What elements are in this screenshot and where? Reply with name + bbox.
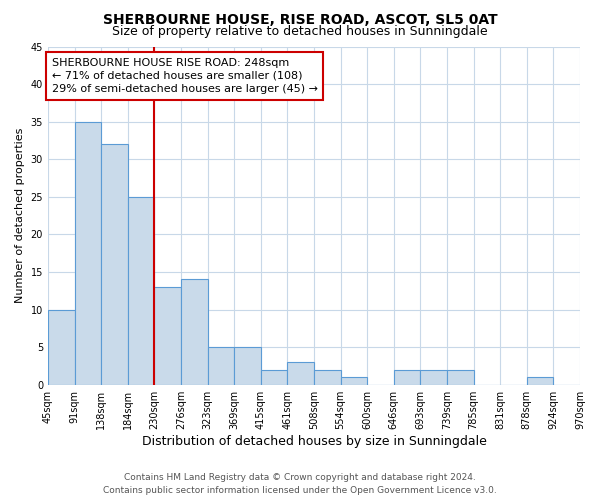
Bar: [314, 370, 341, 384]
Text: Size of property relative to detached houses in Sunningdale: Size of property relative to detached ho…: [112, 25, 488, 38]
X-axis label: Distribution of detached houses by size in Sunningdale: Distribution of detached houses by size …: [142, 434, 487, 448]
Bar: [101, 144, 128, 384]
Text: SHERBOURNE HOUSE RISE ROAD: 248sqm
← 71% of detached houses are smaller (108)
29: SHERBOURNE HOUSE RISE ROAD: 248sqm ← 71%…: [52, 58, 318, 94]
Bar: [261, 370, 287, 384]
Bar: [181, 280, 208, 384]
Bar: [447, 370, 473, 384]
Bar: [74, 122, 101, 384]
Bar: [234, 347, 261, 385]
Bar: [208, 347, 234, 385]
Text: Contains HM Land Registry data © Crown copyright and database right 2024.
Contai: Contains HM Land Registry data © Crown c…: [103, 474, 497, 495]
Bar: [421, 370, 447, 384]
Bar: [527, 377, 553, 384]
Bar: [48, 310, 74, 384]
Bar: [154, 287, 181, 384]
Bar: [341, 377, 367, 384]
Text: SHERBOURNE HOUSE, RISE ROAD, ASCOT, SL5 0AT: SHERBOURNE HOUSE, RISE ROAD, ASCOT, SL5 …: [103, 12, 497, 26]
Bar: [394, 370, 421, 384]
Bar: [287, 362, 314, 384]
Bar: [128, 197, 154, 384]
Y-axis label: Number of detached properties: Number of detached properties: [15, 128, 25, 304]
